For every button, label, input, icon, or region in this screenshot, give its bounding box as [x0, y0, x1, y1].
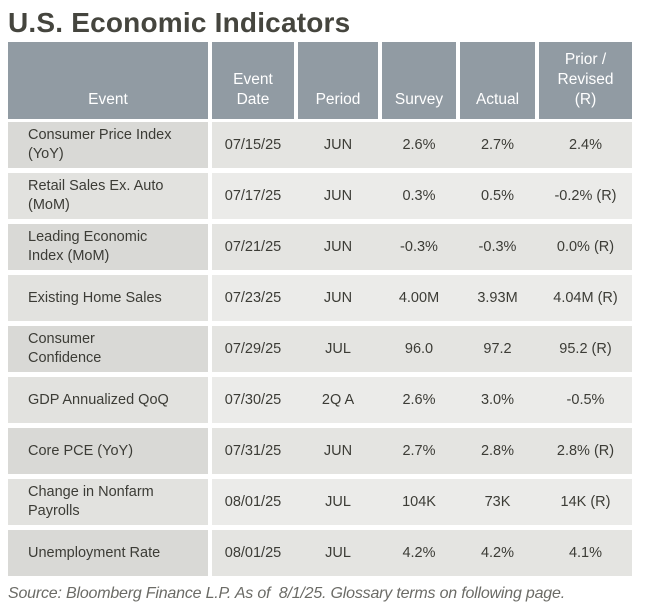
page-title: U.S. Economic Indicators	[8, 7, 351, 38]
survey-cell: 96.0	[404, 341, 434, 357]
event-cell: Core PCE (YoY)	[8, 428, 208, 474]
period-cell: JUL	[325, 494, 351, 510]
event-date-cell: 07/30/25	[224, 392, 282, 408]
period-cell: 2Q A	[321, 392, 355, 408]
event-cell: Existing Home Sales	[8, 275, 208, 321]
survey-cell: 2.7%	[402, 443, 436, 459]
table-row: GDP Annualized QoQ 07/30/25 2Q A 2.6% 3.…	[8, 377, 632, 423]
event-date-cell: 08/01/25	[224, 545, 282, 561]
prior-revised-cell: 95.2 (R)	[559, 341, 612, 357]
header-event: Event	[8, 42, 208, 119]
prior-revised-cell: -0.2% (R)	[554, 188, 617, 204]
period-cell: JUN	[323, 188, 353, 204]
period-cell: JUN	[323, 290, 353, 306]
header-actual: Actual	[460, 42, 535, 119]
period-cell: JUN	[323, 239, 353, 255]
table-row: Retail Sales Ex. Auto (MoM) 07/17/25 JUN…	[8, 173, 632, 219]
survey-cell: 0.3%	[402, 188, 436, 204]
table-row: Unemployment Rate 08/01/25 JUL 4.2% 4.2%…	[8, 530, 632, 576]
prior-revised-cell: 4.1%	[568, 545, 603, 561]
actual-cell: 73K	[484, 494, 511, 510]
event-date-cell: 07/21/25	[224, 239, 282, 255]
period-cell: JUN	[323, 443, 353, 459]
header-survey: Survey	[382, 42, 456, 119]
actual-cell: 3.0%	[480, 392, 515, 408]
survey-cell: 4.2%	[402, 545, 436, 561]
event-cell: Change in Nonfarm Payrolls	[8, 479, 208, 525]
table-row: Existing Home Sales 07/23/25 JUN 4.00M 3…	[8, 275, 632, 321]
prior-revised-cell: 14K (R)	[560, 494, 611, 510]
event-date-cell: 07/29/25	[224, 341, 282, 357]
actual-cell: 2.8%	[480, 443, 515, 459]
event-cell: Retail Sales Ex. Auto (MoM)	[8, 173, 208, 219]
actual-cell: 97.2	[483, 341, 512, 357]
header-event-date: Event Date	[212, 42, 294, 119]
event-date-cell: 07/17/25	[224, 188, 282, 204]
survey-cell: 2.6%	[402, 137, 436, 153]
event-date-cell: 07/15/25	[224, 137, 282, 153]
actual-cell: 0.5%	[480, 188, 515, 204]
survey-cell: -0.3%	[400, 239, 438, 255]
table-row: Core PCE (YoY) 07/31/25 JUN 2.7% 2.8% 2.…	[8, 428, 632, 474]
event-date-cell: 08/01/25	[224, 494, 282, 510]
event-date-cell: 07/31/25	[224, 443, 282, 459]
period-cell: JUN	[323, 137, 353, 153]
prior-revised-cell: 0.0% (R)	[556, 239, 615, 255]
table-row: Leading Economic Index (MoM) 07/21/25 JU…	[8, 224, 632, 270]
survey-cell: 104K	[402, 494, 436, 510]
table-header-row: Event Event Date Period Survey Actual Pr…	[8, 42, 632, 119]
prior-revised-cell: 4.04M (R)	[553, 290, 618, 306]
actual-cell: -0.3%	[478, 239, 517, 255]
economic-indicators-table: Event Event Date Period Survey Actual Pr…	[8, 42, 632, 576]
period-cell: JUL	[325, 545, 351, 561]
header-prior-revised: Prior / Revised (R)	[539, 42, 632, 119]
event-date-cell: 07/23/25	[224, 290, 282, 306]
source-note: Source: Bloomberg Finance L.P. As of 8/1…	[8, 585, 565, 602]
table-row: Consumer Price Index (YoY) 07/15/25 JUN …	[8, 122, 632, 168]
period-cell: JUL	[325, 341, 351, 357]
survey-cell: 2.6%	[402, 392, 436, 408]
actual-cell: 3.93M	[477, 290, 518, 306]
header-period: Period	[298, 42, 378, 119]
event-cell: Leading Economic Index (MoM)	[8, 224, 208, 270]
event-cell: Consumer Confidence	[8, 326, 208, 372]
prior-revised-cell: -0.5%	[566, 392, 605, 408]
event-cell: GDP Annualized QoQ	[8, 377, 208, 423]
table-row: Change in Nonfarm Payrolls 08/01/25 JUL …	[8, 479, 632, 525]
event-cell: Unemployment Rate	[8, 530, 208, 576]
table-row: Consumer Confidence 07/29/25 JUL 96.0 97…	[8, 326, 632, 372]
survey-cell: 4.00M	[398, 290, 440, 306]
prior-revised-cell: 2.4%	[568, 137, 603, 153]
actual-cell: 4.2%	[480, 545, 515, 561]
event-cell: Consumer Price Index (YoY)	[8, 122, 208, 168]
actual-cell: 2.7%	[480, 137, 515, 153]
prior-revised-cell: 2.8% (R)	[556, 443, 615, 459]
